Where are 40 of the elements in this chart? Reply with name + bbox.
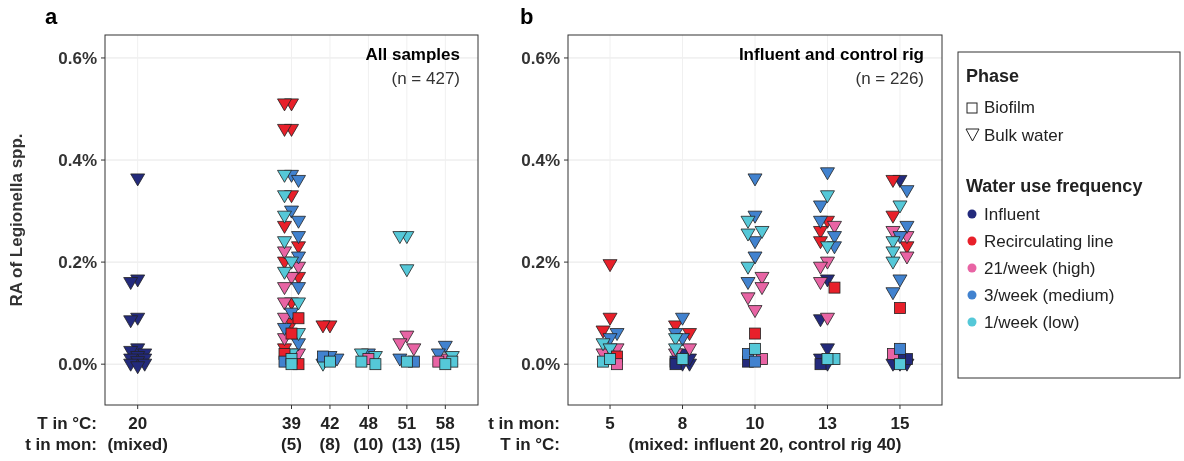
text: Influent and control rig xyxy=(738,45,924,64)
text: T in °C: xyxy=(37,414,97,433)
y-tick-label: 0.0% xyxy=(58,355,97,375)
y-axis-title: RA of Legionella spp. xyxy=(7,133,26,307)
annotation: (n = 226) xyxy=(855,69,924,88)
y-tick-label: 0.2% xyxy=(58,253,97,273)
annotation: (n = 427) xyxy=(391,69,460,88)
x-tick-label: 20 (mixed) xyxy=(107,414,168,454)
x-tick-label: 10 xyxy=(745,414,765,433)
text: All samples xyxy=(365,45,460,64)
text: Biofilm xyxy=(984,98,1036,117)
legend-title: Water use frequency xyxy=(966,176,1143,196)
chart-title: b xyxy=(520,4,534,29)
x-tick-label: 8 xyxy=(677,414,688,433)
y-tick-label: 0.4% xyxy=(521,150,560,170)
text: (mixed: influent 20, control rig 40) xyxy=(628,435,902,454)
legend-label: Recirculating line xyxy=(984,232,1114,251)
y-tick-label: 0.0% xyxy=(521,355,560,375)
x-tick-label: 42 (8) xyxy=(319,414,341,454)
legend-label: 3/week (medium) xyxy=(984,286,1115,305)
legend-label: 1/week (low) xyxy=(984,313,1080,332)
text: Bulk water xyxy=(984,126,1064,145)
x-tick-label: 39 (5) xyxy=(281,414,302,454)
legend-label: Influent xyxy=(984,205,1041,224)
x-tick-label: 5 xyxy=(605,414,615,433)
x-tick-label: 13 xyxy=(818,414,837,433)
text: t in mon: xyxy=(488,414,560,433)
text: t in mon: xyxy=(25,435,97,454)
y-tick-label: 0.6% xyxy=(521,48,560,68)
x-tick-label: 15 xyxy=(890,414,910,433)
chart-title: a xyxy=(45,4,58,29)
legend-label: 21/week (high) xyxy=(984,259,1096,278)
y-tick-label: 0.2% xyxy=(521,253,560,273)
y-tick-label: 0.4% xyxy=(58,150,97,170)
y-tick-label: 0.6% xyxy=(58,48,97,68)
text: Phase xyxy=(966,66,1020,86)
x-tick-label: 51 (13) xyxy=(391,414,422,454)
x-tick-label: 48 (10) xyxy=(353,414,384,454)
x-tick-label: 58 (15) xyxy=(430,414,461,454)
text: T in °C: xyxy=(500,435,560,454)
